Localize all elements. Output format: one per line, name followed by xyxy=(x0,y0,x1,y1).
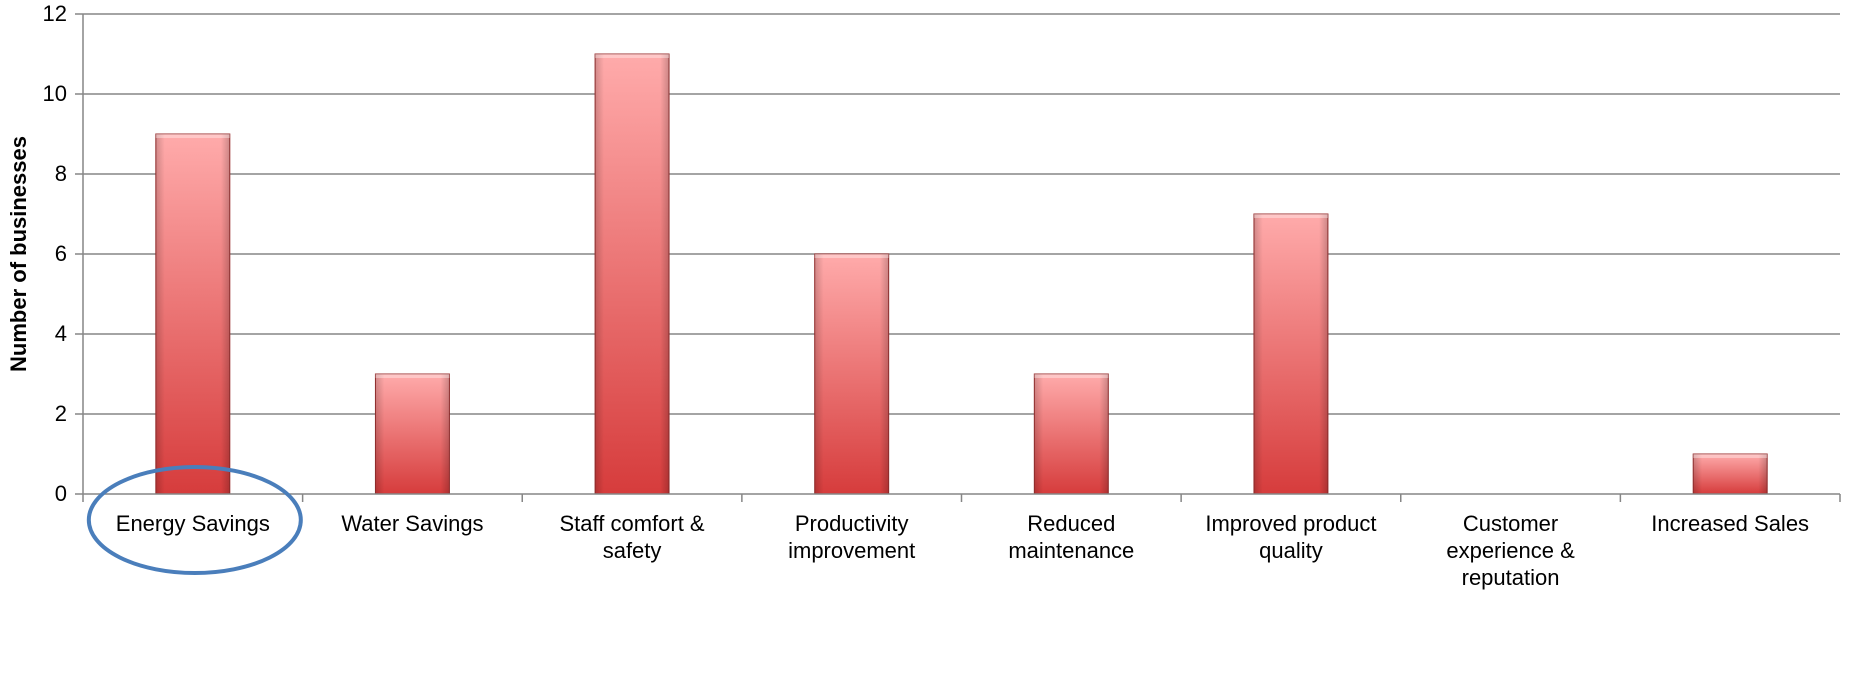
x-tick-label: Reduced maintenance xyxy=(1008,511,1134,563)
y-tick-label: 8 xyxy=(55,161,67,186)
bar xyxy=(1033,373,1109,495)
y-tick-label: 0 xyxy=(55,481,67,506)
bar xyxy=(374,373,450,495)
x-tick-label: Productivity improvement xyxy=(788,511,915,563)
x-tick-label-line: reputation xyxy=(1462,565,1560,590)
y-tick-label: 10 xyxy=(43,81,67,106)
y-tick-label: 4 xyxy=(55,321,67,346)
y-tick-label: 6 xyxy=(55,241,67,266)
y-axis-title: Number of businesses xyxy=(6,136,31,372)
labels: 0 2 4 6 8 10 12 Energy Savings Water Savings Staf… xyxy=(43,1,1810,590)
x-tick-label-line: experience & xyxy=(1446,538,1575,563)
x-tick-label-line: safety xyxy=(603,538,662,563)
bar-top-highlight xyxy=(1693,454,1768,458)
x-tick-label-line: improvement xyxy=(788,538,915,563)
gridlines xyxy=(83,13,1840,415)
x-tick-label: Customer experience & reputation xyxy=(1446,511,1575,590)
bar-top-highlight xyxy=(595,54,670,58)
x-tick-label: Energy Savings xyxy=(116,511,270,536)
bar-top-highlight xyxy=(1253,214,1328,218)
x-tick-label-line: quality xyxy=(1259,538,1323,563)
bar-shade xyxy=(375,374,450,494)
bar-shade xyxy=(1034,374,1109,494)
x-tick-label-line: Reduced xyxy=(1027,511,1115,536)
bar xyxy=(1253,213,1329,495)
bar-top-highlight xyxy=(1034,374,1109,378)
bar xyxy=(1692,453,1768,495)
x-tick-label-line: Improved product xyxy=(1205,511,1376,536)
x-tick-label-line: Water Savings xyxy=(341,511,483,536)
x-tick-label: Increased Sales xyxy=(1651,511,1809,536)
bar-shade xyxy=(1693,454,1768,494)
bar xyxy=(814,253,890,495)
x-tick-label: Staff comfort & safety xyxy=(560,511,705,563)
highlight-ellipse xyxy=(86,465,303,575)
x-tick-label-line: maintenance xyxy=(1008,538,1134,563)
bar-top-highlight xyxy=(814,254,889,258)
bar xyxy=(155,133,231,495)
bar xyxy=(594,53,670,495)
bar-shade xyxy=(1253,214,1328,494)
bar-top-highlight xyxy=(375,374,450,378)
x-tick-label-line: Energy Savings xyxy=(116,511,270,536)
x-tick-label-line: Customer xyxy=(1463,511,1558,536)
x-tick-label-line: Increased Sales xyxy=(1651,511,1809,536)
x-tick-label-line: Productivity xyxy=(795,511,909,536)
y-tick-label: 12 xyxy=(43,1,67,26)
bar-shade xyxy=(814,254,889,494)
axes xyxy=(75,13,1841,502)
x-tick-label: Water Savings xyxy=(341,511,483,536)
y-tick-label: 2 xyxy=(55,401,67,426)
x-tick-label-line: Staff comfort & xyxy=(560,511,705,536)
bar-shade xyxy=(155,134,230,494)
bars xyxy=(155,53,1768,495)
x-tick-label: Improved product quality xyxy=(1205,511,1376,563)
bar-top-highlight xyxy=(155,134,230,138)
bar-shade xyxy=(595,54,670,494)
